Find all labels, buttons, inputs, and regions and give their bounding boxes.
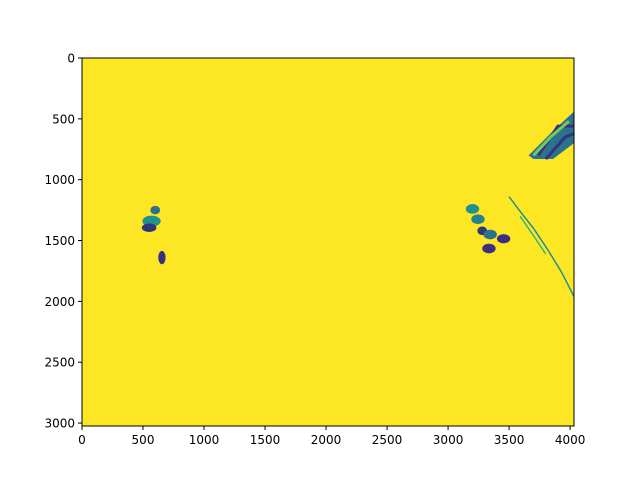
- heatmap-blob-9: [482, 243, 496, 254]
- x-tick-label: 2000: [311, 433, 342, 447]
- heatmap-blob-2: [141, 223, 157, 233]
- x-tick-label: 1500: [250, 433, 281, 447]
- heatmap-streak-1: [519, 215, 547, 255]
- x-tick-label: 3000: [433, 433, 464, 447]
- y-tick-label: 2000: [44, 295, 75, 309]
- heatmap-image: [82, 58, 574, 426]
- x-tick-label: 4000: [555, 433, 586, 447]
- y-tick-label: 3000: [44, 417, 75, 431]
- x-tick-label: 2500: [372, 433, 403, 447]
- x-axis: 0 500 1000 1500 2000 2500 3000 3500 4000: [78, 426, 585, 447]
- heatmap-blob-8: [496, 234, 511, 244]
- y-tick-label: 0: [67, 52, 75, 66]
- y-tick-label: 1500: [44, 234, 75, 248]
- heatmap-corner-stripe-1: [544, 132, 574, 161]
- x-tick-label: 0: [78, 433, 86, 447]
- axes-frame: [81, 57, 575, 427]
- y-tick-label: 2500: [44, 356, 75, 370]
- y-tick-label: 500: [52, 112, 75, 126]
- heatmap-blob-7: [483, 229, 497, 240]
- x-tick-label: 500: [132, 433, 155, 447]
- x-tick-label: 1000: [189, 433, 220, 447]
- heatmap-corner-stripe-0: [537, 124, 574, 157]
- y-axis: 0 500 1000 1500 2000 2500 3000: [44, 52, 82, 431]
- heatmap-blob-5: [471, 214, 485, 225]
- heatmap-corner-stripe-2: [532, 120, 570, 157]
- heatmap-background: [82, 58, 574, 426]
- heatmap-streak-0: [508, 196, 574, 297]
- x-tick-label: 3500: [494, 433, 525, 447]
- heatmap-blob-4: [465, 204, 480, 214]
- heatmap-blob-3: [158, 250, 166, 265]
- heatmap-blob-0: [150, 205, 161, 215]
- y-tick-label: 1000: [44, 173, 75, 187]
